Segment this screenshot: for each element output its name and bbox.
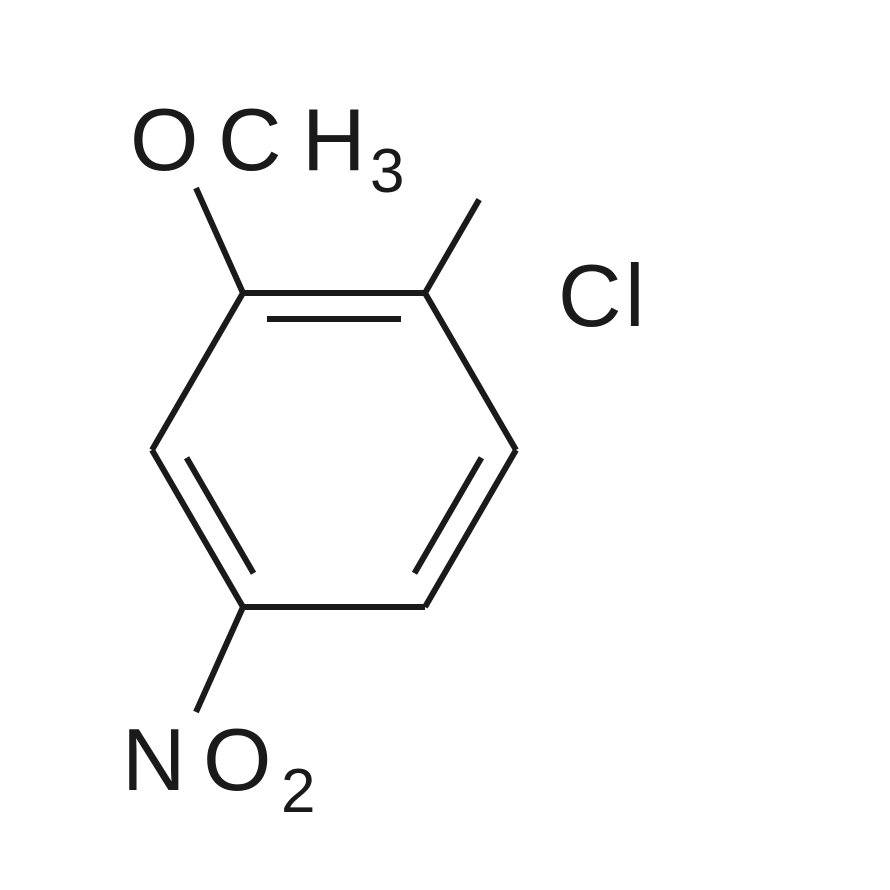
chemical-structure-diagram: OCH3ClNO2 <box>0 0 890 890</box>
svg-text:H: H <box>302 90 366 189</box>
svg-text:N: N <box>122 710 186 809</box>
svg-text:3: 3 <box>370 137 404 206</box>
svg-text:C: C <box>218 90 282 189</box>
svg-text:O: O <box>130 90 198 189</box>
substituent-bonds <box>196 188 479 712</box>
svg-text:O: O <box>203 710 271 809</box>
benzene-ring <box>152 293 516 607</box>
svg-text:2: 2 <box>281 757 315 826</box>
svg-text:C: C <box>558 246 622 345</box>
svg-text:l: l <box>625 246 645 345</box>
